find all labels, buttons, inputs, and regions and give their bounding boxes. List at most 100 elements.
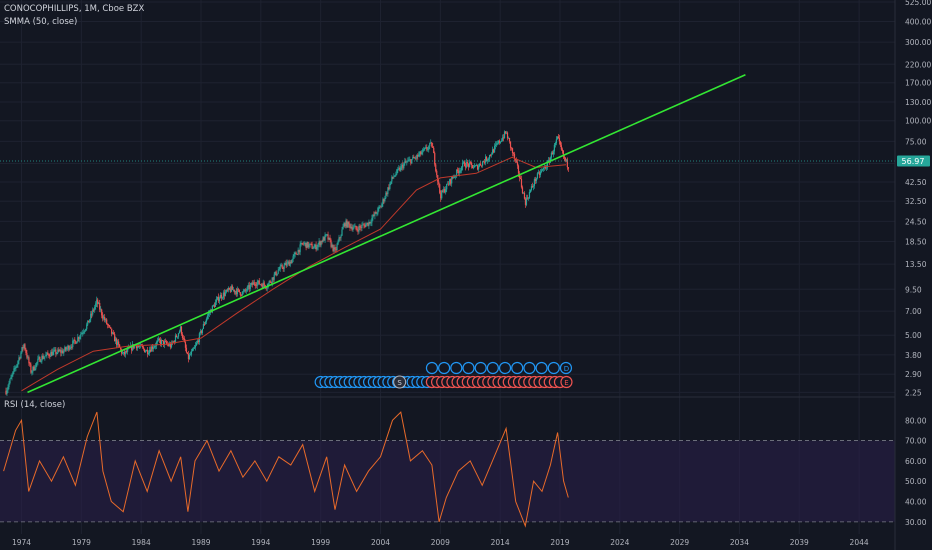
candle-body [310, 243, 312, 245]
candle-body [337, 241, 339, 245]
candle-body [79, 336, 81, 339]
candle-body [114, 334, 116, 342]
candle-body [73, 339, 75, 341]
time-tick-label: 2019 [550, 538, 569, 547]
candle-body [38, 357, 40, 359]
candle-body [214, 302, 216, 307]
candle-body [75, 341, 77, 344]
candle-body [562, 151, 564, 157]
candle-body [344, 223, 346, 227]
candle-body [242, 291, 244, 293]
candle-body [479, 163, 481, 167]
candle-body [471, 162, 473, 166]
candle-body [256, 282, 258, 286]
candle-body [457, 169, 459, 172]
candle-body [12, 371, 14, 375]
candle-body [546, 161, 549, 168]
candle-body [108, 324, 110, 326]
candle-body [446, 183, 448, 190]
candle-body [497, 140, 500, 144]
time-tick-label: 1979 [72, 538, 91, 547]
candle-body [274, 271, 276, 275]
candle-body [346, 220, 348, 228]
candle-body [249, 284, 251, 289]
candle-body [353, 226, 355, 229]
candle-body [399, 168, 401, 171]
candle-body [393, 176, 395, 178]
split-marker [393, 375, 407, 389]
candle-body [389, 183, 391, 189]
candle-body [194, 345, 197, 348]
candle-body [336, 244, 338, 251]
candle-body [89, 319, 91, 323]
candle-body [509, 141, 512, 148]
dividend-marker [450, 361, 463, 375]
time-tick-label: 2029 [670, 538, 689, 547]
candle-body [300, 243, 302, 245]
candle-body [368, 221, 370, 226]
rsi-legend: RSI (14, close) [4, 400, 66, 410]
candle-body [324, 234, 326, 241]
candle-body [202, 324, 205, 329]
candle-body [467, 161, 469, 164]
candle-body [494, 144, 497, 146]
candle-body [526, 197, 529, 199]
candle-body [158, 338, 161, 340]
candle-body [231, 286, 233, 290]
candle-body [417, 154, 419, 157]
price-tick-label: 18.50 [905, 238, 927, 247]
candle-body [123, 351, 125, 353]
candle-body [168, 344, 171, 346]
candle-body [384, 197, 386, 202]
candle-body [512, 152, 515, 154]
price-axis: 525.00 400.00 300.00 220.00 170.00 130.00 100.… [905, 0, 931, 397]
candle-body [394, 175, 396, 177]
candle-body [197, 340, 200, 342]
candle-body [348, 221, 350, 225]
candle-body [198, 333, 201, 342]
candle-body [454, 176, 456, 178]
candle-body [196, 340, 199, 343]
candle-body [507, 138, 510, 139]
candle-body [443, 188, 445, 192]
candle-body [468, 163, 470, 167]
candle-body [351, 226, 353, 230]
candle-body [63, 350, 65, 354]
candle-body [207, 313, 209, 316]
candle-body [462, 162, 464, 168]
candle-body [269, 281, 271, 283]
candle-body [295, 252, 297, 255]
candle-body [131, 345, 133, 351]
candle-body [20, 352, 22, 359]
candle-body [396, 169, 398, 175]
candle-body [534, 179, 537, 181]
candle-body [58, 349, 60, 352]
candle-body [223, 292, 225, 296]
candle-body [421, 152, 423, 155]
candle-body [465, 166, 467, 168]
candle-body [519, 177, 522, 179]
candle-body [227, 287, 229, 291]
candle-body [508, 138, 511, 142]
candle-body [416, 154, 418, 159]
candle-body [340, 235, 342, 238]
candle-body [524, 198, 527, 205]
candle-body [61, 350, 63, 353]
candle-body [505, 132, 508, 134]
candle-body [491, 149, 494, 155]
candle-body [420, 151, 422, 155]
candle-body [355, 225, 357, 229]
candle-body [111, 328, 113, 334]
candle-body [275, 271, 277, 276]
candle-body [447, 183, 449, 185]
time-tick-label: 2024 [610, 538, 629, 547]
candle-body [311, 244, 313, 249]
candle-body [314, 244, 316, 247]
candle-body [68, 345, 70, 350]
candle-body [161, 340, 164, 341]
candle-body [248, 285, 250, 289]
price-tick-label: 42.50 [905, 178, 927, 187]
candle-body [238, 289, 240, 293]
candle-body [136, 344, 138, 349]
